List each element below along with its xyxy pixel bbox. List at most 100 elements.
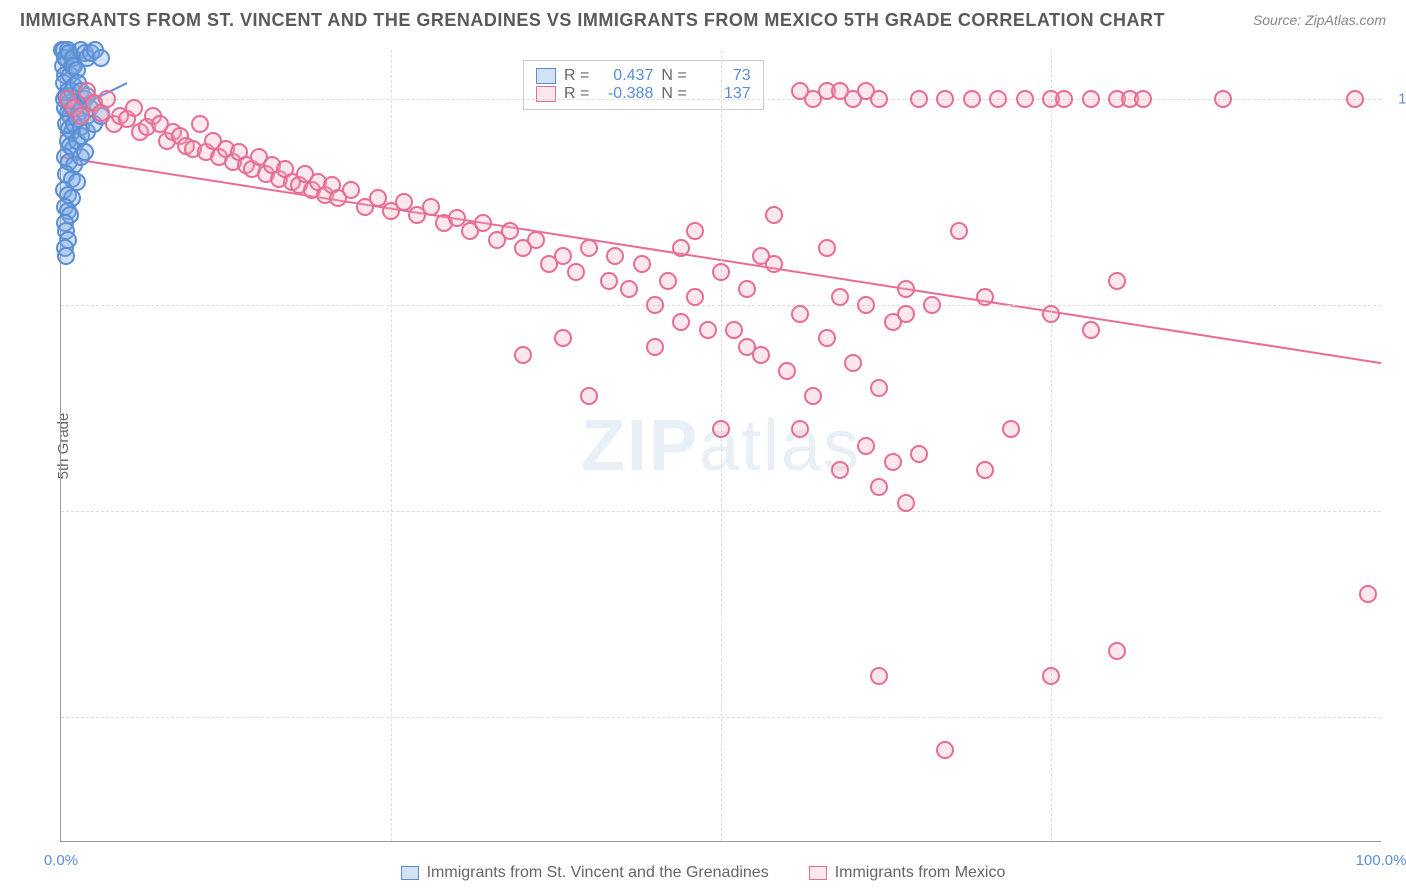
- legend-item-2: Immigrants from Mexico: [809, 864, 1006, 882]
- data-point: [76, 143, 94, 161]
- data-point: [857, 296, 875, 314]
- data-point: [1016, 90, 1034, 108]
- grid-vline: [1051, 50, 1052, 841]
- data-point: [527, 231, 545, 249]
- data-point: [672, 239, 690, 257]
- data-point: [870, 667, 888, 685]
- data-point: [897, 280, 915, 298]
- data-point: [791, 420, 809, 438]
- data-point: [870, 379, 888, 397]
- data-point: [897, 494, 915, 512]
- data-point: [72, 107, 90, 125]
- data-point: [1359, 585, 1377, 603]
- source-label: Source: ZipAtlas.com: [1253, 12, 1386, 28]
- data-point: [501, 222, 519, 240]
- data-point: [1108, 272, 1126, 290]
- data-point: [92, 49, 110, 67]
- data-point: [554, 247, 572, 265]
- data-point: [422, 198, 440, 216]
- data-point: [567, 263, 585, 281]
- data-point: [712, 420, 730, 438]
- data-point: [699, 321, 717, 339]
- data-point: [923, 296, 941, 314]
- data-point: [818, 239, 836, 257]
- data-point: [738, 280, 756, 298]
- swatch-icon: [401, 866, 419, 880]
- data-point: [580, 239, 598, 257]
- data-point: [1042, 667, 1060, 685]
- data-point: [910, 90, 928, 108]
- data-point: [1346, 90, 1364, 108]
- data-point: [884, 453, 902, 471]
- data-point: [514, 346, 532, 364]
- data-point: [857, 437, 875, 455]
- data-point: [672, 313, 690, 331]
- data-point: [1214, 90, 1232, 108]
- data-point: [989, 90, 1007, 108]
- data-point: [963, 90, 981, 108]
- data-point: [831, 288, 849, 306]
- data-point: [870, 478, 888, 496]
- legend-row-series1: R = 0.437 N = 73: [536, 67, 751, 85]
- data-point: [580, 387, 598, 405]
- data-point: [125, 99, 143, 117]
- data-point: [554, 329, 572, 347]
- chart-title: IMMIGRANTS FROM ST. VINCENT AND THE GREN…: [20, 10, 1165, 31]
- data-point: [600, 272, 618, 290]
- data-point: [857, 82, 875, 100]
- data-point: [897, 305, 915, 323]
- data-point: [936, 741, 954, 759]
- data-point: [791, 82, 809, 100]
- scatter-plot: ZIPatlas R = 0.437 N = 73 R = -0.388 N =…: [60, 50, 1381, 842]
- data-point: [725, 321, 743, 339]
- data-point: [1082, 321, 1100, 339]
- data-point: [765, 206, 783, 224]
- legend-item-1: Immigrants from St. Vincent and the Gren…: [401, 864, 769, 882]
- data-point: [646, 338, 664, 356]
- series-name-2: Immigrants from Mexico: [835, 864, 1006, 882]
- r-label: R =: [564, 67, 589, 85]
- stats-legend: R = 0.437 N = 73 R = -0.388 N = 137: [523, 60, 764, 110]
- data-point: [686, 288, 704, 306]
- data-point: [844, 354, 862, 372]
- swatch-icon: [809, 866, 827, 880]
- data-point: [831, 461, 849, 479]
- grid-vline: [391, 50, 392, 841]
- data-point: [659, 272, 677, 290]
- series-name-1: Immigrants from St. Vincent and the Gren…: [427, 864, 769, 882]
- r-value-1: 0.437: [597, 67, 653, 85]
- data-point: [976, 288, 994, 306]
- data-point: [976, 461, 994, 479]
- data-point: [98, 90, 116, 108]
- data-point: [620, 280, 638, 298]
- n-label: N =: [661, 67, 686, 85]
- data-point: [606, 247, 624, 265]
- data-point: [712, 263, 730, 281]
- data-point: [342, 181, 360, 199]
- data-point: [804, 387, 822, 405]
- n-value-1: 73: [695, 67, 751, 85]
- data-point: [752, 247, 770, 265]
- data-point: [1082, 90, 1100, 108]
- data-point: [57, 247, 75, 265]
- data-point: [818, 329, 836, 347]
- data-point: [1134, 90, 1152, 108]
- data-point: [831, 82, 849, 100]
- data-point: [1055, 90, 1073, 108]
- data-point: [646, 296, 664, 314]
- swatch-series1: [536, 68, 556, 84]
- data-point: [633, 255, 651, 273]
- data-point: [950, 222, 968, 240]
- data-point: [1002, 420, 1020, 438]
- data-point: [738, 338, 756, 356]
- data-point: [191, 115, 209, 133]
- data-point: [778, 362, 796, 380]
- data-point: [791, 305, 809, 323]
- data-point: [910, 445, 928, 463]
- data-point: [936, 90, 954, 108]
- data-point: [474, 214, 492, 232]
- y-tick-label: 100.0%: [1398, 91, 1406, 108]
- grid-vline: [721, 50, 722, 841]
- bottom-legend: Immigrants from St. Vincent and the Gren…: [0, 864, 1406, 882]
- data-point: [1042, 305, 1060, 323]
